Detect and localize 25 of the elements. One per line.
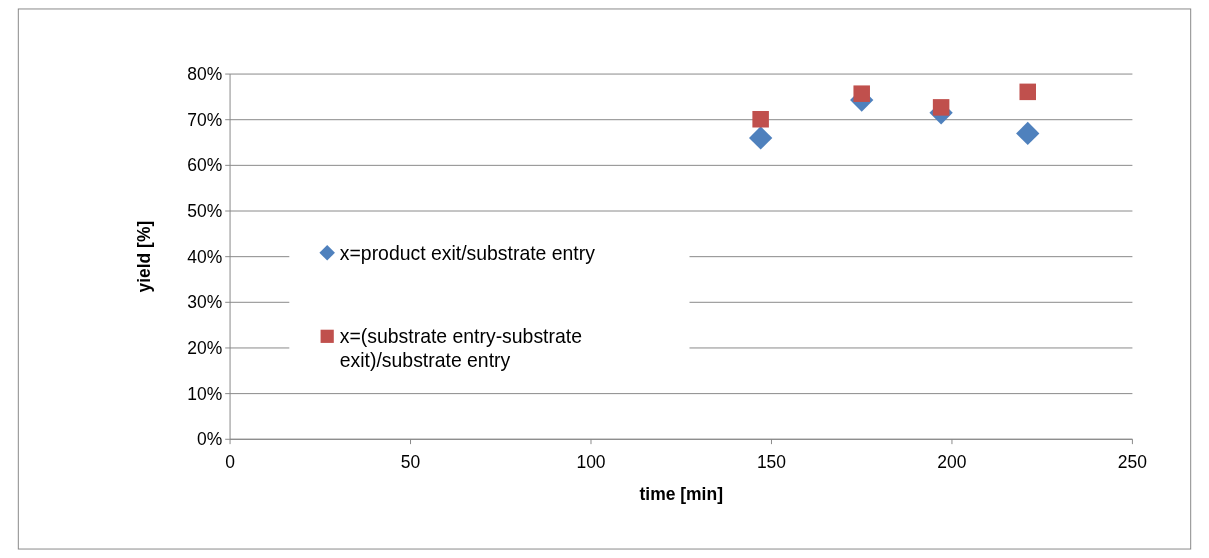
legend-label: x=product exit/substrate entry	[339, 241, 596, 264]
x-tick-label: 200	[937, 452, 967, 473]
y-tick-label: 20%	[187, 338, 223, 359]
point	[748, 126, 773, 150]
y-tick-label: 10%	[187, 383, 223, 404]
x-axis-title: time [min]	[639, 484, 723, 505]
y-tick-label: 70%	[187, 109, 223, 130]
point	[752, 110, 769, 128]
y-tick-label: 30%	[187, 292, 223, 313]
point	[1019, 83, 1036, 101]
y-tick-label: 50%	[187, 201, 223, 222]
legend-label: x=(substrate entry-substrate exit)/substrate entry	[339, 325, 582, 372]
point	[932, 99, 950, 116]
y-tick-label: 60%	[187, 155, 223, 176]
y-tick-label: 80%	[187, 64, 223, 85]
x-tick-label: 100	[576, 452, 606, 473]
x-tick-label: 0	[225, 452, 236, 473]
x-tick-label: 50	[400, 452, 421, 473]
point	[853, 85, 870, 102]
y-axis-title: yield [%]	[134, 220, 155, 293]
y-tick-label: 0%	[197, 429, 223, 450]
x-tick-label: 250	[1117, 452, 1148, 473]
x-tick-label: 150	[756, 452, 787, 473]
y-tick-label: 40%	[187, 246, 223, 267]
point	[1016, 121, 1040, 146]
